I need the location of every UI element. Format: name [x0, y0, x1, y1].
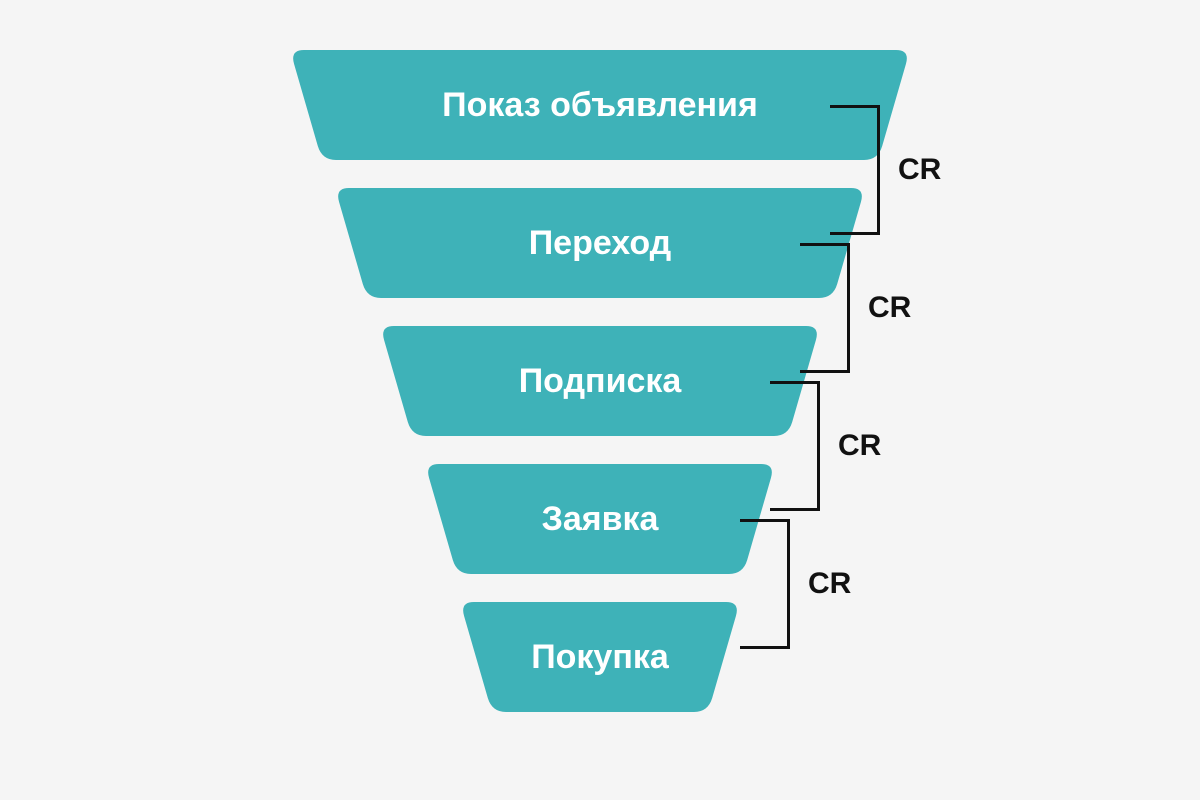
- funnel-stage-1: Показ объявления: [290, 50, 910, 160]
- cr-label: CR: [838, 429, 881, 463]
- bracket-shape: [800, 243, 850, 373]
- funnel-stage-3: Подписка: [380, 326, 820, 436]
- funnel-stage-label: Заявка: [542, 500, 659, 539]
- funnel-stage-label: Показ объявления: [442, 86, 758, 125]
- bracket-shape: [830, 105, 880, 235]
- bracket-shape: [740, 519, 790, 649]
- cr-bracket-1: CR: [830, 105, 880, 235]
- cr-bracket-2: CR: [800, 243, 850, 373]
- cr-label: CR: [808, 567, 851, 601]
- cr-bracket-3: CR: [770, 381, 820, 511]
- funnel-stage-4: Заявка: [425, 464, 775, 574]
- cr-bracket-4: CR: [740, 519, 790, 649]
- cr-label: CR: [898, 153, 941, 187]
- funnel-stage-5: Покупка: [460, 602, 740, 712]
- cr-label: CR: [868, 291, 911, 325]
- funnel-stage-label: Подписка: [519, 362, 682, 401]
- funnel-stage-label: Покупка: [531, 638, 669, 677]
- bracket-shape: [770, 381, 820, 511]
- funnel-stage-2: Переход: [335, 188, 865, 298]
- funnel-stage-label: Переход: [529, 224, 672, 263]
